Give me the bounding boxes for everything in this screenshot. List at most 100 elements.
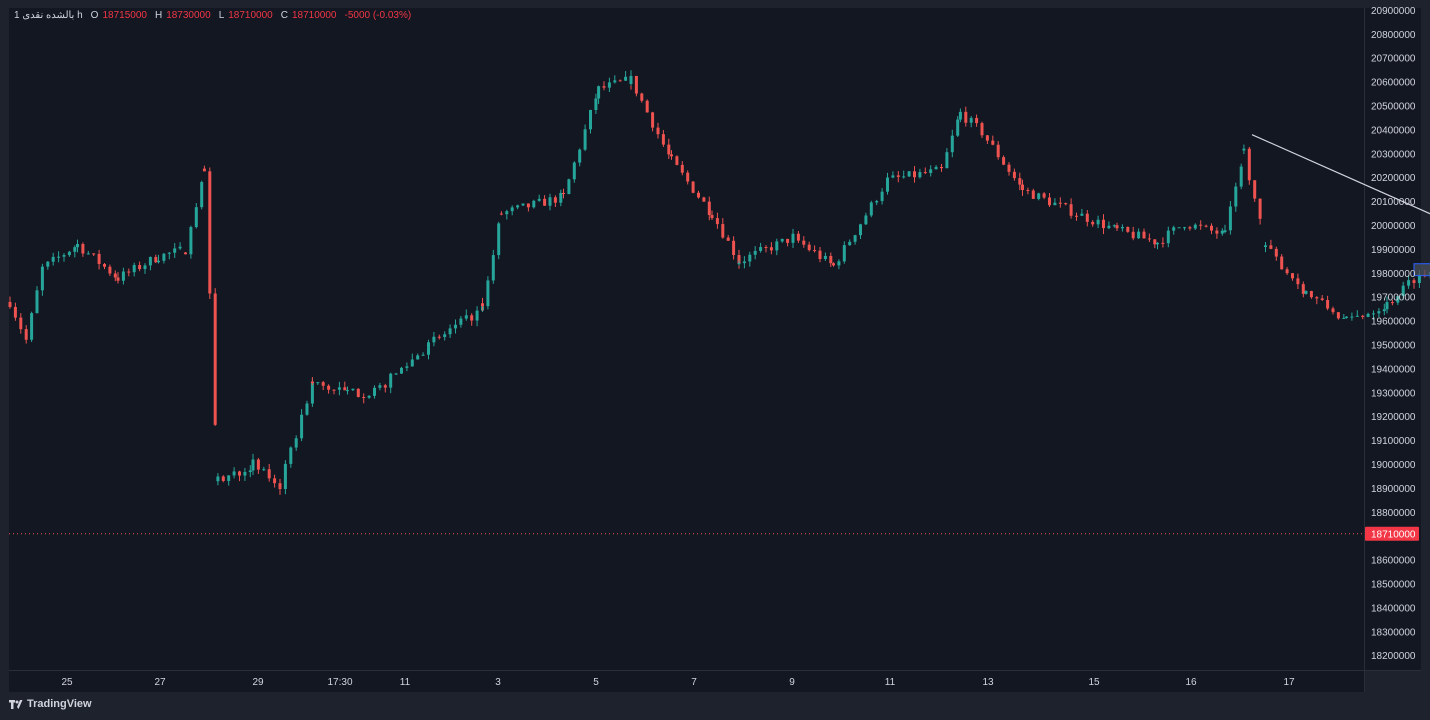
- candle-244-body: [1234, 186, 1238, 207]
- tradingview-footer[interactable]: TradingView: [9, 698, 92, 710]
- candle-105-body: [526, 203, 530, 208]
- candle-189-body: [950, 135, 954, 153]
- candle-138: [691, 181, 695, 194]
- candle-152: [759, 242, 763, 253]
- candle-217: [1096, 215, 1100, 229]
- candle-70-body: [356, 388, 360, 397]
- candle-110: [553, 195, 557, 207]
- candle-113: [567, 178, 571, 195]
- candle-179-body: [896, 175, 900, 177]
- candle-243-body: [1228, 206, 1232, 231]
- candle-46-body: [243, 472, 247, 476]
- candle-238: [1204, 224, 1208, 228]
- candle-80: [405, 362, 409, 372]
- candle-101: [505, 209, 509, 220]
- candle-189: [950, 129, 954, 158]
- candle-249-body: [1258, 198, 1262, 219]
- candle-4: [30, 311, 34, 343]
- time-tick-10: 13: [982, 677, 994, 688]
- candle-3-body: [24, 329, 28, 340]
- candle-261-body: [1320, 298, 1324, 300]
- candle-170: [848, 239, 852, 246]
- candle-254: [1285, 267, 1289, 276]
- candle-222-body: [1120, 226, 1124, 229]
- candle-181: [907, 171, 911, 178]
- time-axis-area[interactable]: [9, 670, 1364, 692]
- candle-184-body: [923, 172, 927, 174]
- candle-233-body: [1177, 227, 1181, 229]
- candle-185: [929, 165, 933, 177]
- candle-245-body: [1239, 166, 1243, 187]
- price-tick-8: 20100000: [1371, 197, 1416, 208]
- candle-224: [1131, 226, 1135, 241]
- candle-201-body: [1012, 171, 1016, 179]
- candle-25: [138, 261, 142, 272]
- candle-132-body: [661, 134, 665, 145]
- candle-219: [1107, 221, 1111, 230]
- candle-76-body: [383, 385, 387, 388]
- candle-253: [1280, 254, 1284, 270]
- candle-129: [645, 99, 649, 113]
- candle-23: [127, 268, 131, 277]
- candle-7-body: [46, 261, 50, 267]
- candle-68: [346, 386, 349, 395]
- candle-266: [1345, 316, 1348, 319]
- candle-268: [1355, 310, 1359, 317]
- low-value: 18710000: [228, 10, 273, 21]
- candle-236-body: [1193, 224, 1197, 229]
- candle-150: [748, 251, 752, 267]
- candle-169-body: [842, 245, 846, 262]
- last-price-badge: [1365, 526, 1419, 541]
- candle-249: [1258, 198, 1262, 225]
- candle-120: [602, 81, 606, 91]
- candle-25-body: [138, 265, 142, 270]
- trendline: [1251, 134, 1430, 215]
- candle-80-body: [405, 366, 409, 368]
- symbol-name[interactable]: 1 بالشده نقدی h: [14, 10, 83, 21]
- high-key: H: [154, 10, 163, 21]
- candle-264: [1336, 312, 1340, 320]
- candle-63-body: [321, 382, 325, 386]
- candle-49-body: [256, 459, 260, 470]
- plot-area[interactable]: [9, 8, 1364, 670]
- candle-124-body: [624, 76, 628, 81]
- candle-100: [499, 211, 503, 216]
- candle-37: [200, 180, 204, 210]
- candle-77-body: [389, 373, 393, 388]
- candle-274: [1385, 296, 1389, 314]
- candle-216-body: [1091, 221, 1095, 225]
- candle-33: [178, 242, 182, 251]
- candle-19-body: [108, 266, 112, 274]
- candle-239-body: [1210, 225, 1213, 231]
- candle-143: [715, 212, 719, 229]
- candle-142-body: [710, 215, 714, 219]
- candle-255-body: [1291, 273, 1294, 279]
- candle-64-body: [327, 385, 331, 390]
- candle-69-body: [351, 388, 355, 391]
- candle-159-body: [791, 233, 795, 235]
- candle-193-body: [969, 117, 973, 123]
- candle-5: [35, 286, 39, 314]
- candle-231-body: [1166, 230, 1170, 244]
- brand-name: TradingView: [27, 698, 92, 710]
- price-tick-7: 20200000: [1371, 173, 1416, 184]
- candle-8-body: [51, 256, 55, 262]
- candle-43: [227, 475, 231, 486]
- price-tick-23: 18500000: [1371, 579, 1416, 590]
- candle-51: [267, 463, 271, 482]
- candle-155: [775, 238, 779, 256]
- candle-59-body: [305, 403, 309, 415]
- candle-271: [1372, 310, 1375, 320]
- candle-177: [886, 172, 889, 195]
- price-axis-area[interactable]: [1365, 8, 1421, 670]
- candle-17-body: [97, 253, 101, 265]
- candle-230-body: [1161, 242, 1165, 244]
- candle-199: [1002, 155, 1006, 166]
- candle-118: [594, 93, 598, 114]
- candle-146-body: [732, 240, 736, 256]
- candle-29: [157, 254, 160, 264]
- candle-256-body: [1296, 278, 1300, 285]
- candle-48: [251, 453, 255, 475]
